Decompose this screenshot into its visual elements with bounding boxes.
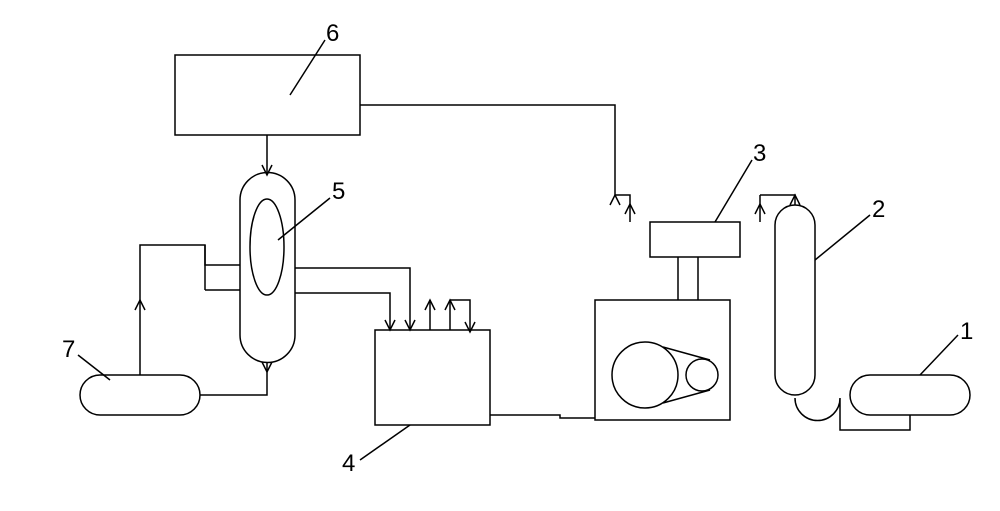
node-7 bbox=[80, 375, 200, 415]
node-1 bbox=[850, 375, 970, 415]
node-5 bbox=[240, 173, 295, 363]
label-6: 6 bbox=[326, 20, 339, 48]
leader-3 bbox=[715, 160, 752, 222]
edge-5-7 bbox=[200, 362, 267, 395]
diagram-svg bbox=[0, 0, 1000, 511]
leader-6 bbox=[290, 40, 325, 95]
leader-5 bbox=[278, 198, 330, 240]
node-2 bbox=[775, 205, 815, 395]
label-5: 5 bbox=[332, 178, 345, 206]
leader-2 bbox=[815, 215, 870, 260]
leader-1 bbox=[920, 335, 958, 375]
label-2: 2 bbox=[872, 196, 885, 224]
edge-4-motor-bottom bbox=[490, 415, 595, 418]
edge-7-5 bbox=[140, 245, 240, 375]
label-3: 3 bbox=[753, 140, 766, 168]
edge-5-4-bot bbox=[295, 293, 390, 330]
label-4: 4 bbox=[342, 450, 355, 478]
node-6 bbox=[175, 55, 360, 135]
arrowhead-up-615 bbox=[610, 195, 620, 205]
node-3 bbox=[650, 222, 740, 257]
edge-3-6 bbox=[360, 105, 630, 222]
label-7: 7 bbox=[62, 336, 75, 364]
edge-5-4-top bbox=[295, 268, 410, 330]
edge-2-up bbox=[760, 195, 795, 205]
edge-1-2 bbox=[795, 398, 910, 430]
leader-4 bbox=[360, 425, 410, 460]
node-4 bbox=[375, 330, 490, 425]
node-motor bbox=[595, 300, 730, 420]
label-1: 1 bbox=[960, 318, 973, 346]
